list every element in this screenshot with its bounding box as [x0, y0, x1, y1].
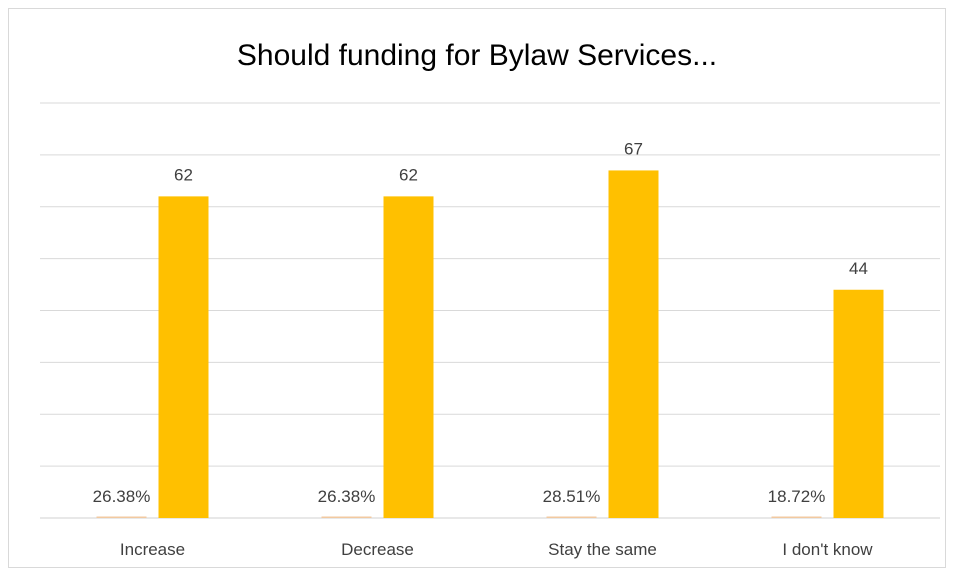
- bar-share-4: [771, 516, 822, 518]
- data-label-count-3: 67: [624, 139, 643, 158]
- data-label-share-1: 26.38%: [93, 487, 151, 506]
- bar-share-3: [546, 516, 597, 518]
- bar-count-4: [833, 289, 884, 518]
- data-label-count-1: 62: [174, 165, 193, 184]
- x-tick-label-3: Stay the same: [548, 540, 657, 559]
- x-tick-label-4: I don't know: [782, 540, 873, 559]
- bar-share-2: [321, 516, 372, 518]
- data-label-share-4: 18.72%: [768, 487, 826, 506]
- bar-count-1: [158, 196, 209, 518]
- bar-count-2: [383, 196, 434, 518]
- data-label-count-2: 62: [399, 165, 418, 184]
- data-label-share-3: 28.51%: [543, 487, 601, 506]
- x-tick-label-2: Decrease: [341, 540, 414, 559]
- x-tick-label-1: Increase: [120, 540, 185, 559]
- bar-count-3: [608, 170, 659, 518]
- data-label-share-2: 26.38%: [318, 487, 376, 506]
- chart-title: Should funding for Bylaw Services...: [236, 39, 718, 72]
- bar-share-1: [96, 516, 147, 518]
- data-label-count-4: 44: [849, 259, 868, 278]
